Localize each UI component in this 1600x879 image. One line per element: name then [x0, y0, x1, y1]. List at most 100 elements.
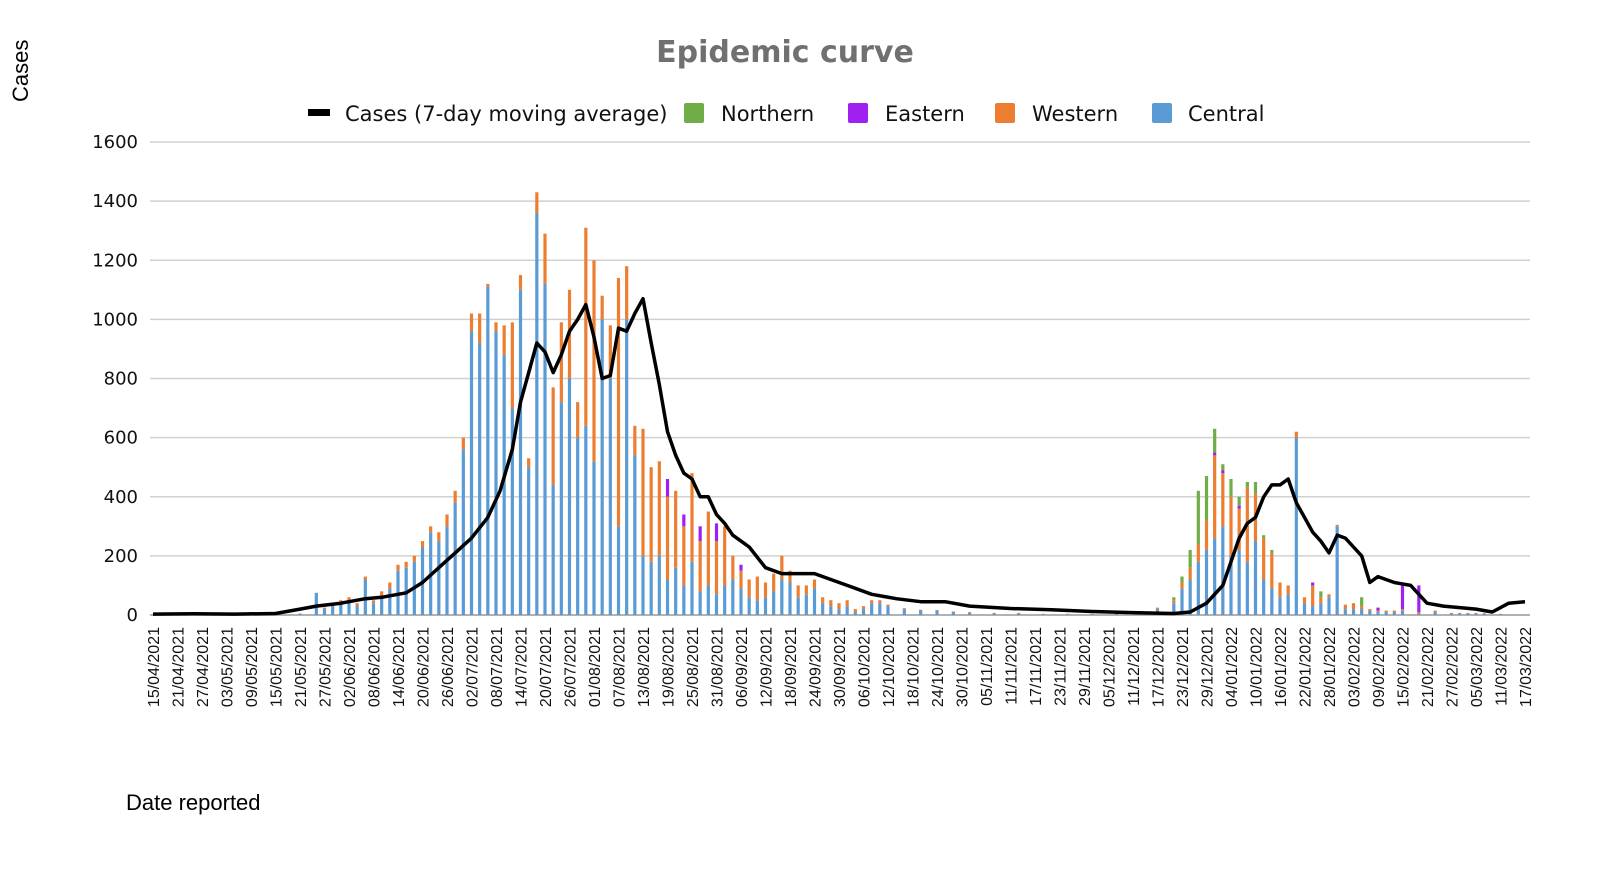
bar-northern — [1253, 481, 1258, 494]
bar-western — [837, 603, 841, 610]
bar-central — [902, 609, 906, 615]
bar-central — [1335, 526, 1339, 615]
bar-western — [1213, 455, 1217, 539]
x-tick-label: 06/09/2021 — [734, 627, 751, 707]
bar-western — [412, 555, 416, 562]
y-axis-ticks: 0 200 400 600 800 1000 1200 1400 1600 — [92, 132, 138, 626]
x-tick-label: 14/06/2021 — [391, 627, 408, 707]
x-tick-label: 20/07/2021 — [538, 627, 555, 707]
bar-western — [322, 607, 327, 610]
bar-central — [1482, 613, 1486, 615]
y-tick-label: 1400 — [92, 191, 138, 212]
legend-label: Western — [1032, 102, 1118, 126]
bar-central — [1221, 526, 1225, 615]
legend-swatch-western — [995, 103, 1015, 123]
bar-northern — [1270, 549, 1274, 553]
bar-central — [1368, 610, 1372, 615]
legend-line-swatch — [308, 109, 330, 116]
bar-central — [649, 561, 653, 615]
bar-western — [739, 570, 743, 589]
x-tick-label: 22/01/2022 — [1298, 627, 1315, 707]
bar-northern — [1319, 591, 1323, 598]
bar-western — [453, 490, 457, 503]
bar-eastern — [714, 523, 719, 542]
bar-central — [829, 606, 833, 615]
bar-eastern — [739, 564, 743, 571]
bar-western — [429, 526, 433, 533]
bar-western — [1180, 582, 1184, 589]
bar-central — [1115, 613, 1119, 615]
bar-central — [600, 319, 604, 615]
x-tick-label: 01/08/2021 — [587, 627, 604, 707]
bar-central — [870, 603, 874, 615]
y-tick-label: 0 — [127, 605, 138, 626]
x-tick-label: 19/08/2021 — [661, 627, 678, 707]
bar-western — [1376, 610, 1380, 613]
x-tick-label: 09/05/2021 — [244, 627, 261, 707]
bar-central — [1400, 610, 1405, 615]
bar-northern — [1196, 490, 1200, 545]
bar-western — [1384, 610, 1388, 613]
bar-central — [992, 613, 996, 615]
bar-western — [543, 233, 547, 284]
y-tick-label: 800 — [104, 369, 138, 390]
bar-central — [763, 597, 768, 615]
bar-western — [1229, 496, 1233, 556]
x-tick-label: 27/04/2021 — [195, 627, 212, 707]
bar-central — [347, 600, 351, 615]
bar-western — [380, 591, 384, 598]
x-tick-label: 30/09/2021 — [832, 627, 849, 707]
bar-western — [747, 579, 751, 598]
bar-northern — [1188, 549, 1192, 568]
bar-western — [788, 570, 792, 583]
bar-western — [1482, 613, 1486, 614]
bar-central — [772, 591, 776, 615]
bar-central — [1270, 588, 1274, 615]
bar-central — [322, 609, 327, 615]
x-tick-label: 21/05/2021 — [293, 627, 310, 707]
bar-western — [584, 227, 588, 426]
bar-northern — [1172, 597, 1176, 601]
bar-western — [674, 490, 678, 568]
y-tick-label: 1000 — [92, 309, 138, 330]
bar-western — [935, 609, 939, 611]
bar-eastern — [1213, 452, 1217, 456]
x-tick-label: 18/10/2021 — [906, 627, 923, 707]
x-tick-label: 26/06/2021 — [440, 627, 457, 707]
bar-central — [706, 585, 710, 615]
x-tick-label: 16/01/2022 — [1273, 627, 1290, 707]
moving-average-line — [152, 296, 1526, 616]
bar-eastern — [1400, 585, 1405, 610]
bar-western — [1400, 609, 1405, 611]
bar-western — [992, 612, 996, 614]
bar-central — [1311, 606, 1315, 615]
bar-western — [1286, 585, 1290, 595]
bar-western — [870, 600, 874, 604]
bar-western — [731, 555, 735, 580]
bar-western — [796, 585, 800, 598]
bar-central — [1245, 561, 1249, 615]
bar-central — [1172, 603, 1176, 615]
bar-central — [478, 343, 482, 615]
bar-western — [527, 458, 531, 468]
x-tick-label: 11/11/2021 — [1004, 627, 1021, 705]
bar-western — [1474, 612, 1478, 614]
bars — [151, 192, 1503, 615]
legend-label: Cases (7-day moving average) — [345, 102, 668, 126]
bar-central — [510, 408, 514, 615]
bar-western — [723, 526, 727, 586]
bar-western — [502, 325, 506, 355]
x-tick-label: 12/10/2021 — [881, 627, 898, 707]
bar-central — [804, 594, 808, 615]
bar-central — [1302, 603, 1307, 615]
bar-central — [453, 502, 457, 615]
bar-western — [469, 313, 474, 332]
bar-western — [706, 511, 710, 586]
x-axis-title: Date reported — [126, 790, 261, 815]
bar-northern — [1221, 464, 1225, 471]
bar-central — [665, 579, 670, 615]
bar-western — [1335, 524, 1339, 527]
bar-northern — [1229, 479, 1233, 497]
bar-central — [747, 597, 751, 615]
bar-western — [388, 582, 392, 589]
